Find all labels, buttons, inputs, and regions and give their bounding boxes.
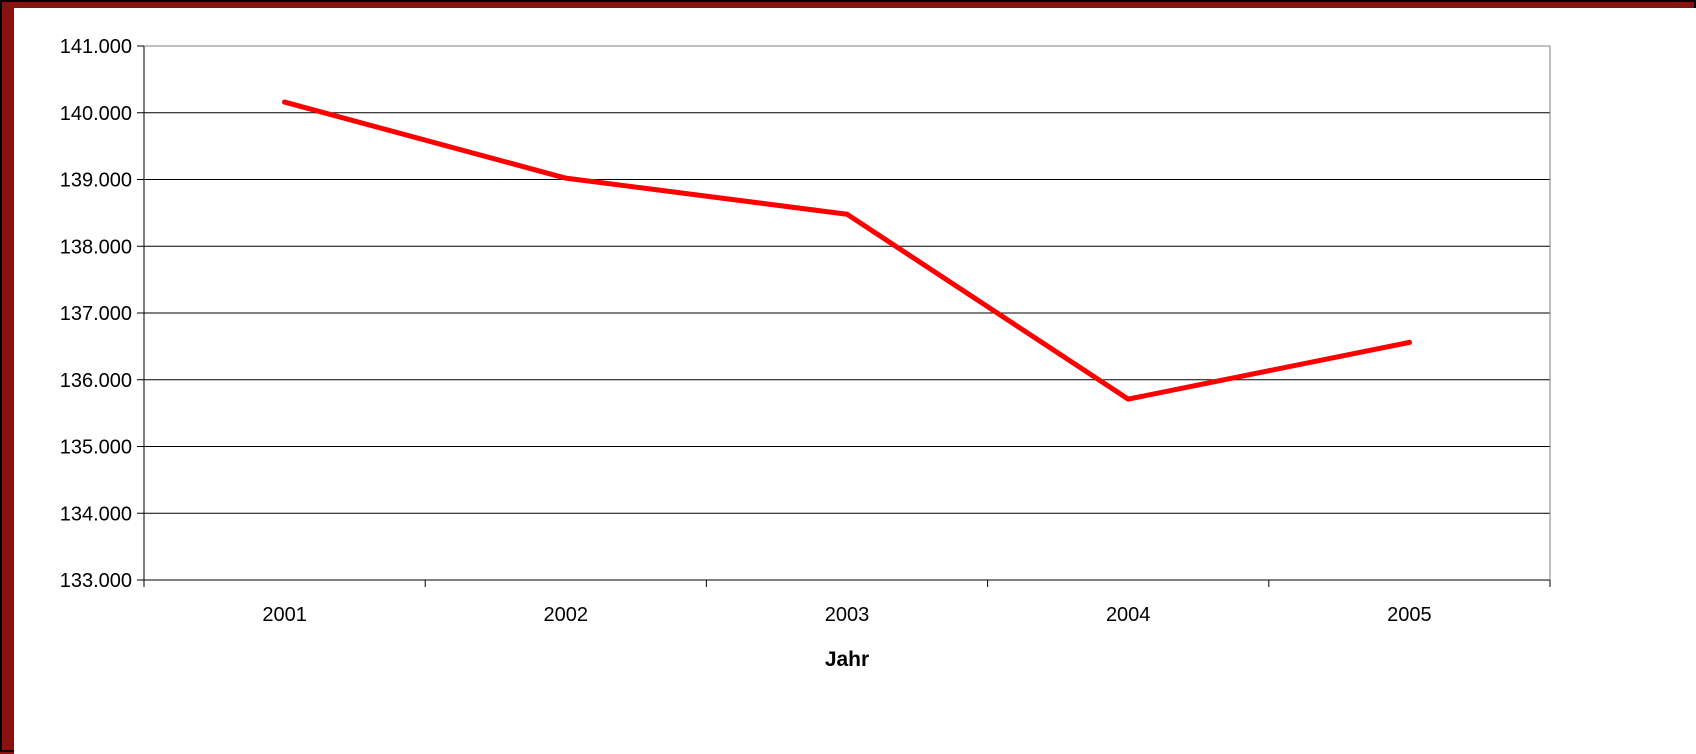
x-tick-label: 2001 xyxy=(262,604,307,626)
y-tick-label: 133.000 xyxy=(60,570,132,592)
y-axis-ticks: 133.000 134.000 135.000 136.000 137.000 138.0… xyxy=(60,36,144,592)
data-point xyxy=(1406,339,1412,345)
data-point xyxy=(563,175,569,181)
x-tick-label: 2003 xyxy=(825,604,870,626)
line-chart: 133.000 134.000 135.000 136.000 137.000 138.0… xyxy=(60,36,1551,671)
x-tick-label: 2004 xyxy=(1106,604,1151,626)
series-line xyxy=(282,99,1412,402)
y-tick-label: 136.000 xyxy=(60,370,132,392)
gridlines xyxy=(144,45,1550,514)
x-axis-ticks: 2001 2002 2003 2004 2005 xyxy=(143,580,1551,626)
x-tick-label: 2005 xyxy=(1387,604,1432,626)
y-tick-label: 140.000 xyxy=(60,103,132,125)
x-tick-label: 2002 xyxy=(544,604,589,626)
y-tick-label: 134.000 xyxy=(60,503,132,525)
series-layer xyxy=(282,99,1412,402)
data-point xyxy=(282,99,288,105)
x-axis-title: Jahr xyxy=(825,648,869,671)
y-tick-label: 135.000 xyxy=(60,437,132,459)
data-point xyxy=(1125,396,1131,402)
y-tick-label: 137.000 xyxy=(60,303,132,325)
y-tick-label: 138.000 xyxy=(60,236,132,258)
data-point xyxy=(844,211,850,217)
y-tick-label: 141.000 xyxy=(60,36,132,58)
y-tick-label: 139.000 xyxy=(60,170,132,192)
chart-panel: 133.000 134.000 135.000 136.000 137.000 138.0… xyxy=(14,8,1696,754)
